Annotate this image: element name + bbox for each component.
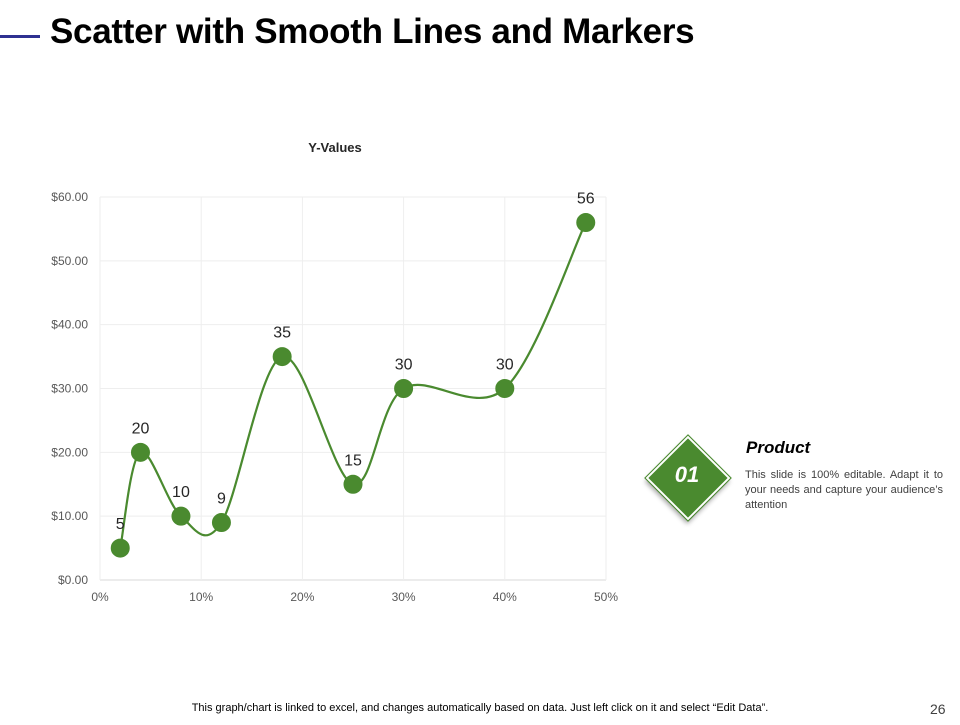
data-point-marker[interactable]: [495, 379, 515, 398]
x-tick-label: 50%: [594, 590, 618, 604]
data-point-label: 30: [496, 357, 514, 374]
data-point-label: 35: [273, 325, 291, 342]
page-number: 26: [930, 701, 946, 717]
y-tick-label: $50.00: [51, 254, 88, 268]
y-tick-label: $30.00: [51, 382, 88, 396]
x-tick-label: 10%: [189, 590, 213, 604]
y-tick-label: $0.00: [58, 573, 88, 587]
data-point-marker[interactable]: [171, 506, 191, 526]
data-point-label: 9: [217, 491, 226, 508]
x-tick-label: 20%: [290, 590, 314, 604]
footer-note: This graph/chart is linked to excel, and…: [191, 702, 769, 714]
x-tick-label: 0%: [91, 590, 109, 604]
data-point-label: 20: [132, 420, 150, 437]
data-point-label: 30: [395, 357, 413, 374]
data-point-marker[interactable]: [576, 213, 596, 233]
x-tick-label: 30%: [392, 590, 416, 604]
data-point-label: 5: [116, 516, 125, 533]
data-point-marker[interactable]: [211, 513, 231, 533]
data-point-label: 56: [577, 191, 595, 208]
y-tick-label: $10.00: [51, 509, 88, 523]
product-number: 01: [674, 462, 700, 487]
slide-title: Scatter with Smooth Lines and Markers: [50, 12, 695, 51]
data-point-marker[interactable]: [130, 442, 150, 462]
data-point-marker[interactable]: [110, 538, 130, 558]
series-line: [119, 222, 587, 549]
data-point-marker[interactable]: [272, 347, 292, 367]
data-point-label: 15: [344, 452, 362, 469]
x-tick-label: 40%: [493, 590, 517, 604]
y-tick-label: $20.00: [51, 445, 88, 459]
product-description: This slide is 100% editable. Adapt it to…: [745, 469, 943, 511]
title-accent-line: [0, 35, 40, 38]
data-point-marker[interactable]: [343, 474, 363, 494]
product-heading: Product: [746, 438, 811, 457]
data-point-label: 10: [172, 484, 190, 501]
y-tick-label: $40.00: [51, 318, 88, 332]
chart-title: Y-Values: [308, 140, 361, 155]
data-point-marker[interactable]: [394, 379, 414, 398]
y-tick-label: $60.00: [51, 190, 88, 204]
